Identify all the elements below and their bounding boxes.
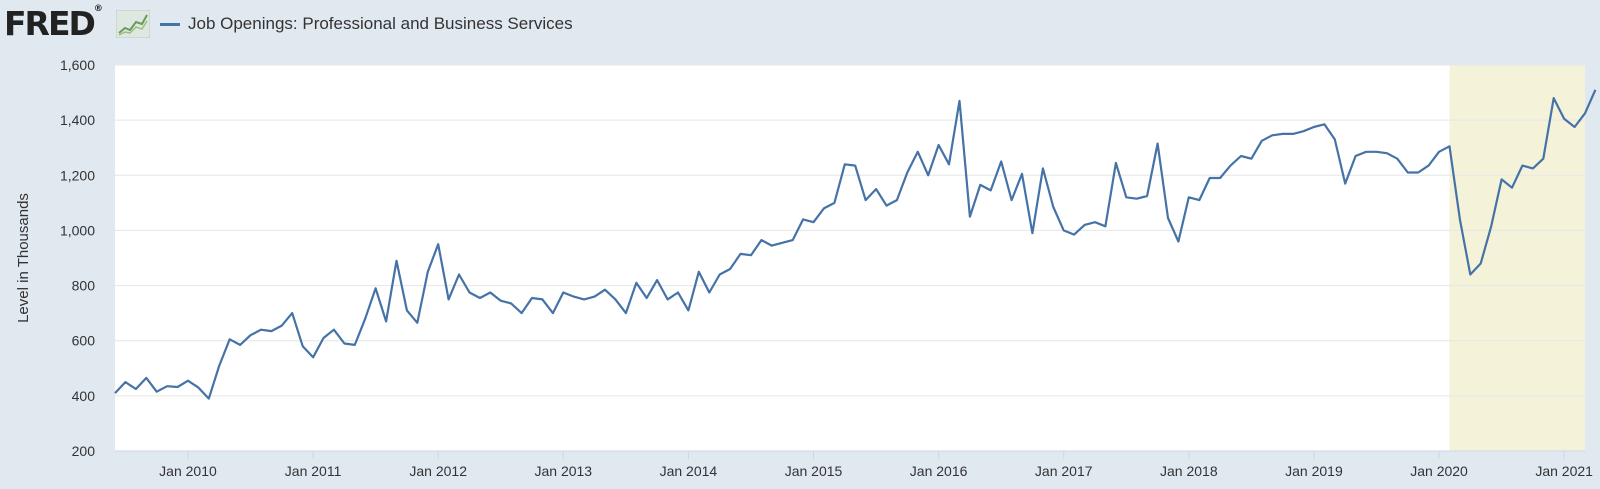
y-tick-label: 600: [72, 333, 96, 349]
series-line: [114, 89, 1597, 400]
logo-registered-mark: ®: [93, 4, 103, 14]
x-tick-label: Jan 2015: [785, 463, 843, 479]
x-tick-label: Jan 2018: [1160, 463, 1218, 479]
y-tick-label: 1,600: [60, 57, 95, 73]
y-tick-label: 1,400: [60, 112, 95, 128]
x-tick-label: Jan 2014: [660, 463, 718, 479]
y-tick-label: 400: [72, 388, 96, 404]
fred-logo[interactable]: FRED®: [4, 4, 103, 43]
x-tick-label: Jan 2011: [285, 463, 342, 479]
y-tick-label: 1,000: [60, 222, 95, 238]
x-tick-label: Jan 2013: [534, 463, 592, 479]
legend-swatch: [160, 22, 180, 26]
y-tick-label: 200: [72, 443, 96, 459]
plot-background: [115, 65, 1585, 451]
logo-text: FRED: [4, 4, 96, 43]
x-tick-label: Jan 2019: [1285, 463, 1343, 479]
y-tick-label: 800: [72, 278, 96, 294]
legend[interactable]: Job Openings: Professional and Business …: [160, 14, 573, 34]
y-tick-label: 1,200: [60, 167, 95, 183]
y-axis-label: Level in Thousands: [15, 193, 32, 323]
legend-label: Job Openings: Professional and Business …: [188, 14, 573, 33]
x-tick-label: Jan 2012: [409, 463, 467, 479]
x-tick-label: Jan 2016: [910, 463, 968, 479]
x-tick-label: Jan 2021: [1535, 463, 1593, 479]
recession-shading: [1449, 65, 1585, 451]
x-tick-label: Jan 2010: [159, 463, 217, 479]
chart-graph-icon: [116, 10, 150, 38]
chart-header: FRED® Job Openings: Professional and Bus…: [0, 0, 1600, 56]
x-tick-label: Jan 2020: [1410, 463, 1468, 479]
x-tick-label: Jan 2017: [1035, 463, 1093, 479]
